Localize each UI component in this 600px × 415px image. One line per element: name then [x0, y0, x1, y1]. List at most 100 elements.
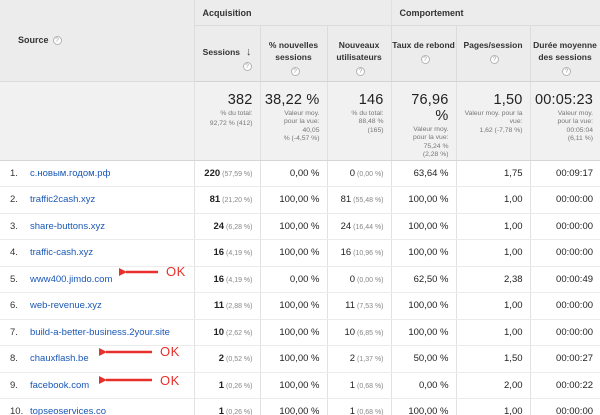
row-rank: 1.: [10, 167, 18, 179]
table-row[interactable]: 1. с.новым.годом.рф 220 (57,59 %) 0,00 % 0 (0,…: [0, 160, 600, 187]
totals-pages-per-session: 1,50 Valeur moy. pour la vue: 1,62 (-7,7…: [456, 81, 531, 161]
pct-new-sessions-column-header[interactable]: % nouvelles sessions ?: [260, 25, 328, 82]
sessions-value: 24: [213, 220, 225, 232]
new-users-percent: (10,96 %): [353, 250, 384, 258]
pct-new-sessions-cell: 100,00 %: [260, 345, 328, 373]
source-link[interactable]: share-buttons.xyz: [30, 220, 105, 232]
new-users-percent: (55,48 %): [353, 197, 384, 205]
row-rank: 3.: [10, 220, 18, 232]
sort-descending-icon[interactable]: ↓: [246, 45, 252, 58]
pct-new-sessions-cell: 100,00 %: [260, 213, 328, 240]
totals-new-users-caption: % du total:: [351, 109, 384, 117]
totals-pps-caption: Valeur moy. pour la vue:: [464, 109, 523, 126]
sessions-value: 1: [218, 406, 225, 415]
sessions-percent: (0,52 %): [226, 356, 253, 364]
avg-duration-cell: 00:00:00: [530, 239, 600, 267]
sessions-column-header[interactable]: Sessions ↓ ?: [194, 25, 261, 82]
table-row[interactable]: 7. build-a-better-business.2your.site 10 (2…: [0, 319, 600, 346]
pages-per-session-cell: 1,00: [456, 239, 531, 267]
sessions-value: 11: [213, 300, 225, 312]
row-rank: 10.: [10, 406, 24, 415]
pct-new-sessions-cell: 0,00 %: [260, 266, 328, 293]
source-cell: 10. topseoservices.co: [0, 398, 195, 415]
pct-new-sessions-cell: 100,00 %: [260, 186, 328, 214]
totals-pct-new-caption: pour la vue:: [283, 118, 320, 125]
help-icon[interactable]: ?: [52, 36, 62, 46]
totals-duration-caption: Valeur moy.: [557, 109, 594, 117]
pages-per-session-cell: 1,50: [456, 345, 531, 373]
pct-new-sessions-cell: 100,00 %: [260, 319, 328, 346]
source-cell: 1. с.новым.годом.рф: [0, 160, 195, 187]
source-link[interactable]: topseoservices.co: [30, 406, 107, 415]
source-header-label: Source: [18, 35, 49, 46]
avg-duration-header-label: Durée moyenne des sessions: [533, 39, 597, 62]
source-link[interactable]: chauxflash.be: [30, 353, 89, 365]
sessions-cell: 220 (57,59 %): [194, 160, 261, 187]
avg-duration-column-header[interactable]: Durée moyenne des sessions ?: [530, 25, 600, 82]
sessions-value: 220: [204, 167, 221, 179]
bounce-rate-cell: 100,00 %: [391, 319, 457, 346]
sessions-value: 1: [218, 379, 225, 391]
table-row[interactable]: 2. traffic2cash.xyz 81 (21,20 %) 100,00 % 81(…: [0, 186, 600, 214]
new-users-value: 1: [349, 379, 356, 391]
sessions-value: 2: [218, 353, 225, 365]
new-users-percent: (0,68 %): [357, 409, 384, 415]
help-icon[interactable]: ?: [420, 54, 430, 64]
source-cell: 4. traffic-cash.xyz: [0, 239, 195, 267]
sessions-cell: 16 (4,19 %): [194, 239, 261, 267]
pages-per-session-cell: 1,00: [456, 186, 531, 214]
source-cell: 2. traffic2cash.xyz: [0, 186, 195, 214]
totals-sessions-caption: 92,72 % (412): [209, 120, 253, 127]
avg-duration-cell: 00:09:17: [530, 160, 600, 187]
table-row[interactable]: 10. topseoservices.co 1 (0,26 %) 100,00 % 1 (0…: [0, 398, 600, 415]
help-icon[interactable]: ?: [356, 66, 365, 76]
pct-new-sessions-cell: 100,00 %: [260, 398, 328, 415]
source-link[interactable]: с.новым.годом.рф: [30, 167, 111, 179]
totals-pct-new-sessions-value: 38,22 %: [264, 91, 320, 108]
new-users-column-header[interactable]: Nouveaux utilisateurs ?: [327, 25, 392, 82]
help-icon[interactable]: ?: [490, 54, 500, 64]
help-icon[interactable]: ?: [290, 66, 300, 76]
row-rank: 9.: [10, 379, 18, 391]
bounce-rate-column-header[interactable]: Taux de rebond ?: [391, 25, 457, 82]
new-users-header-label: Nouveaux utilisateurs: [336, 39, 382, 62]
avg-duration-cell: 00:00:00: [530, 213, 600, 240]
pages-per-session-cell: 1,00: [456, 398, 531, 415]
avg-duration-cell: 00:00:00: [530, 292, 600, 320]
sessions-cell: 81 (21,20 %): [194, 186, 261, 214]
source-link[interactable]: web-revenue.xyz: [30, 300, 102, 312]
source-link[interactable]: traffic-cash.xyz: [30, 247, 94, 259]
new-users-value: 16: [340, 247, 352, 259]
sessions-cell: 24 (6,28 %): [194, 213, 261, 240]
avg-duration-cell: 00:00:00: [530, 319, 600, 346]
source-link[interactable]: www400.jimdo.com: [30, 273, 113, 285]
bounce-rate-cell: 100,00 %: [391, 398, 457, 415]
table-row[interactable]: 5. www400.jimdo.com 16 (4,19 %) 0,00 % 0 (0,00…: [0, 266, 600, 293]
new-users-percent: (0,00 %): [357, 170, 384, 178]
pages-per-session-column-header[interactable]: Pages/session ?: [456, 25, 531, 82]
totals-new-users-caption: 88,48 %: [358, 118, 384, 125]
source-link[interactable]: traffic2cash.xyz: [30, 194, 96, 206]
source-link[interactable]: build-a-better-business.2your.site: [30, 326, 170, 338]
totals-sessions-value: 382: [227, 91, 253, 108]
totals-pct-new-caption: Valeur moy.: [284, 109, 320, 117]
help-icon[interactable]: ?: [562, 66, 572, 76]
table-row[interactable]: 9. facebook.com 1 (0,26 %) 100,00 % 1 (0,68 %)…: [0, 372, 600, 399]
new-users-value: 2: [349, 353, 356, 365]
new-users-value: 0: [349, 167, 356, 179]
new-users-cell: 0 (0,00 %): [327, 266, 392, 293]
source-link[interactable]: facebook.com: [30, 379, 90, 391]
table-row[interactable]: 6. web-revenue.xyz 11 (2,88 %) 100,00 % 11 (7,…: [0, 292, 600, 320]
new-users-value: 11: [345, 300, 356, 312]
new-users-cell: 2 (1,37 %): [327, 345, 392, 373]
source-column-header[interactable]: Source?: [0, 0, 195, 82]
help-icon[interactable]: ?: [242, 61, 252, 71]
bounce-rate-cell: 50,00 %: [391, 345, 457, 373]
table-row[interactable]: 8. chauxflash.be 2 (0,52 %) 100,00 % 2 (1,37 %…: [0, 345, 600, 373]
table-row[interactable]: 3. share-buttons.xyz 24 (6,28 %) 100,00 % 24(…: [0, 213, 600, 240]
table-row[interactable]: 4. traffic-cash.xyz 16 (4,19 %) 100,00 % 16 (1…: [0, 239, 600, 267]
totals-bounce-caption: Valeur moy.: [413, 125, 449, 133]
totals-source-cell: [0, 81, 195, 161]
pages-per-session-cell: 1,00: [456, 213, 531, 240]
